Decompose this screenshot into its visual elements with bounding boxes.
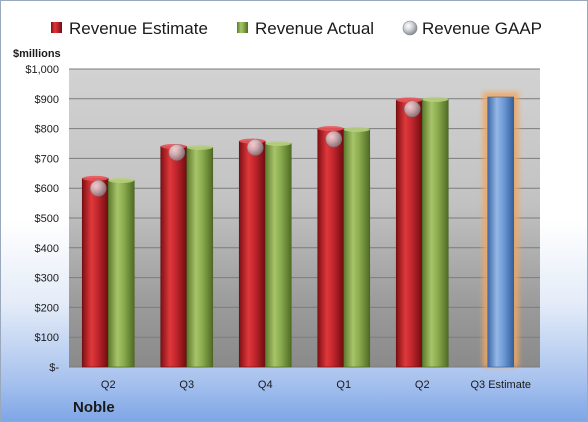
y-tick-label: $700	[35, 153, 59, 165]
y-tick-label: $300	[35, 273, 59, 285]
marker-revenue-gaap	[168, 144, 186, 161]
bar-revenue-actual	[264, 143, 292, 368]
chart-legend: Revenue Estimate Revenue Actual Revenue GA…	[51, 19, 542, 38]
bar-cap-estimate	[82, 175, 109, 181]
bar-cap-estimate	[317, 126, 344, 132]
x-tick-label: Q3 Estimate	[470, 379, 531, 391]
x-tick-labels: Q2 Q3 Q4 Q1 Q2 Q3 Estimate	[101, 379, 531, 391]
bar-cap-actual	[265, 141, 292, 146]
bar-revenue-actual	[107, 180, 135, 368]
marker-revenue-gaap	[403, 100, 421, 118]
x-tick-label: Q2	[101, 379, 116, 391]
y-tick-labels: $- $100 $200 $300 $400 $500 $600 $700 $800 $900 $1…	[25, 64, 59, 374]
y-tick-label: $500	[35, 213, 59, 225]
y-tick-label: $600	[35, 183, 59, 195]
bars	[81, 92, 519, 368]
bar-revenue-estimate	[81, 178, 109, 368]
legend-label: Revenue Estimate	[69, 19, 208, 38]
bar-revenue-actual	[421, 99, 449, 368]
y-tick-label: $800	[35, 124, 59, 136]
y-tick-label: $100	[35, 332, 59, 344]
bar-revenue-estimate	[238, 140, 266, 368]
y-axis-label: $millions	[13, 48, 61, 60]
y-tick-label: $200	[35, 302, 59, 314]
bar-projection	[487, 96, 515, 368]
gridlines	[69, 68, 540, 368]
x-tick-label: Q2	[415, 379, 430, 391]
marker-revenue-gaap	[325, 130, 343, 148]
legend-label: Revenue GAAP	[422, 19, 542, 38]
x-tick-label: Q1	[336, 379, 351, 391]
bar-revenue-estimate	[160, 146, 188, 368]
legend-swatch-gaap	[402, 20, 418, 36]
marker-revenue-gaap	[89, 179, 107, 197]
bar-cap-estimate	[396, 97, 423, 103]
y-tick-label: $1,000	[25, 64, 59, 76]
y-tick-label: $-	[49, 362, 59, 374]
company-name: Noble	[73, 399, 115, 416]
bar-cap-actual	[422, 96, 449, 102]
x-tick-label: Q3	[179, 379, 194, 391]
bar-cap-actual	[343, 126, 370, 132]
legend-label: Revenue Actual	[255, 19, 374, 38]
bar-revenue-estimate	[317, 128, 345, 368]
y-tick-label: $400	[35, 243, 59, 255]
x-tick-label: Q4	[258, 379, 273, 391]
legend-swatch-estimate	[51, 22, 62, 33]
bar-revenue-estimate	[395, 99, 423, 368]
bar-revenue-actual	[186, 147, 214, 368]
bar-cap-actual	[108, 177, 135, 183]
legend-swatch-actual	[237, 22, 248, 33]
bar-cap-actual	[186, 144, 213, 150]
y-tick-label: $900	[35, 94, 59, 106]
bar-revenue-actual	[343, 129, 371, 368]
marker-revenue-gaap	[246, 139, 264, 156]
